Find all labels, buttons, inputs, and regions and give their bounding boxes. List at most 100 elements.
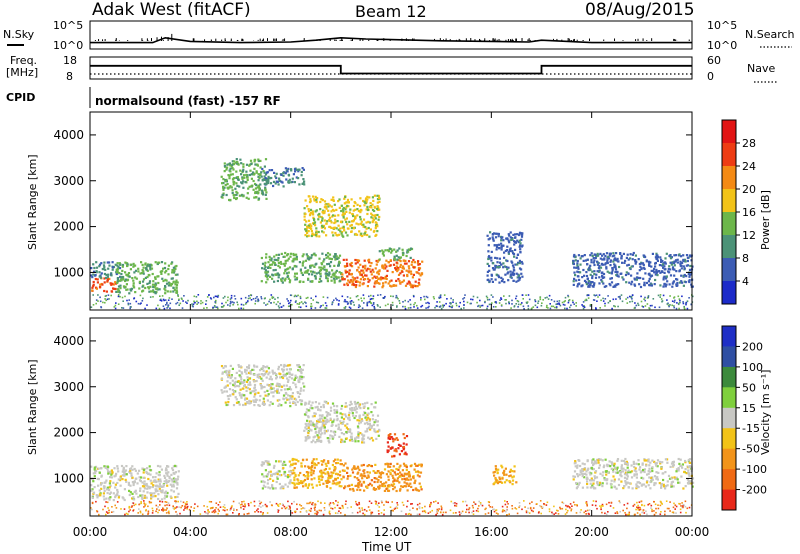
y-tick-label: 2000 — [53, 220, 84, 234]
heatmap-cell — [298, 280, 301, 284]
heatmap-cell — [575, 279, 578, 282]
heatmap-cell — [666, 303, 669, 305]
heatmap-cell — [320, 280, 323, 283]
heatmap-cell — [142, 297, 144, 300]
heatmap-cell — [649, 304, 652, 307]
heatmap-cell — [317, 462, 320, 465]
heatmap-cell — [452, 301, 454, 303]
heatmap-cell — [317, 230, 320, 234]
heatmap-cell — [278, 383, 281, 386]
heatmap-cell — [682, 259, 685, 263]
heatmap-cell — [319, 433, 322, 436]
heatmap-cell — [165, 479, 168, 482]
heatmap-cell — [362, 278, 365, 281]
heatmap-cell — [624, 481, 627, 484]
heatmap-cell — [294, 301, 297, 303]
heatmap-cell — [221, 182, 224, 185]
heatmap-cell — [660, 482, 663, 486]
heatmap-cell — [230, 165, 233, 168]
heatmap-cell — [176, 301, 179, 304]
heatmap-cell — [544, 297, 547, 299]
heatmap-cell — [300, 301, 303, 303]
heatmap-cell — [155, 472, 158, 475]
heatmap-cell — [587, 297, 590, 299]
heatmap-cell — [90, 465, 93, 468]
heatmap-cell — [504, 299, 506, 301]
heatmap-cell — [352, 214, 355, 218]
heatmap-cell — [383, 489, 386, 492]
heatmap-cell — [328, 413, 332, 416]
heatmap-cell — [656, 270, 659, 273]
heatmap-cell — [491, 236, 494, 239]
heatmap-cell — [655, 270, 658, 273]
heatmap-cell — [413, 284, 416, 287]
heatmap-cell — [355, 284, 358, 287]
heatmap-cell — [527, 307, 530, 310]
heatmap-cell — [158, 288, 161, 291]
heatmap-cell — [126, 274, 129, 277]
heatmap-cell — [375, 263, 378, 266]
heatmap-cell — [238, 194, 241, 197]
heatmap-cell — [96, 496, 99, 499]
heatmap-cell — [311, 464, 314, 467]
heatmap-cell — [672, 485, 675, 488]
heatmap-cell — [381, 249, 384, 252]
heatmap-cell — [229, 302, 232, 305]
heatmap-cell — [253, 160, 256, 163]
heatmap-cell — [362, 223, 365, 226]
heatmap-cell — [359, 480, 362, 483]
heatmap-cell — [407, 484, 411, 487]
heatmap-cell — [378, 428, 381, 431]
heatmap-cell — [327, 218, 331, 222]
heatmap-cell — [515, 297, 517, 300]
heatmap-cell — [518, 278, 521, 281]
heatmap-cell — [640, 300, 643, 303]
heatmap-cell — [304, 234, 307, 237]
heatmap-cell — [280, 404, 283, 407]
heatmap-cell — [364, 416, 367, 419]
heatmap-cell — [326, 471, 329, 474]
heatmap-cell — [394, 267, 397, 270]
heatmap-cell — [494, 236, 498, 239]
heatmap-cell — [327, 205, 330, 208]
heatmap-cell — [333, 203, 336, 206]
heatmap-cell — [346, 262, 349, 265]
heatmap-cell — [272, 296, 275, 299]
heatmap-cell — [372, 297, 375, 300]
heatmap-cell — [393, 479, 396, 482]
heatmap-cell — [558, 300, 561, 302]
heatmap-cell — [506, 245, 509, 248]
heatmap-cell — [224, 386, 227, 389]
heatmap-cell — [327, 474, 330, 477]
heatmap-cell — [314, 210, 317, 213]
heatmap-cell — [154, 283, 157, 286]
heatmap-cell — [601, 275, 604, 278]
heatmap-cell — [110, 272, 113, 275]
heatmap-cell — [495, 469, 498, 472]
heatmap-cell — [310, 303, 313, 305]
heatmap-cell — [459, 301, 461, 304]
heatmap-cell — [648, 277, 651, 281]
heatmap-cell — [174, 265, 177, 268]
heatmap-cell — [381, 265, 384, 268]
heatmap-cell — [334, 218, 337, 221]
heatmap-cell — [631, 298, 633, 300]
heatmap-cell — [662, 483, 665, 486]
heatmap-cell — [443, 304, 445, 307]
heatmap-cell — [407, 250, 410, 253]
heatmap-cell — [258, 373, 261, 376]
heatmap-cell — [633, 283, 636, 286]
heatmap-cell — [626, 477, 629, 480]
heatmap-cell — [653, 482, 656, 485]
heatmap-cell — [375, 420, 378, 423]
heatmap-cell — [267, 393, 270, 396]
heatmap-cell — [282, 462, 285, 465]
heatmap-cell — [323, 268, 326, 271]
heatmap-cell — [676, 261, 679, 264]
heatmap-cell — [289, 470, 292, 473]
heatmap-cell — [337, 256, 340, 259]
heatmap-cell — [664, 268, 667, 271]
heatmap-cell — [229, 185, 232, 188]
heatmap-cell — [393, 248, 396, 251]
heatmap-cell — [115, 302, 117, 304]
